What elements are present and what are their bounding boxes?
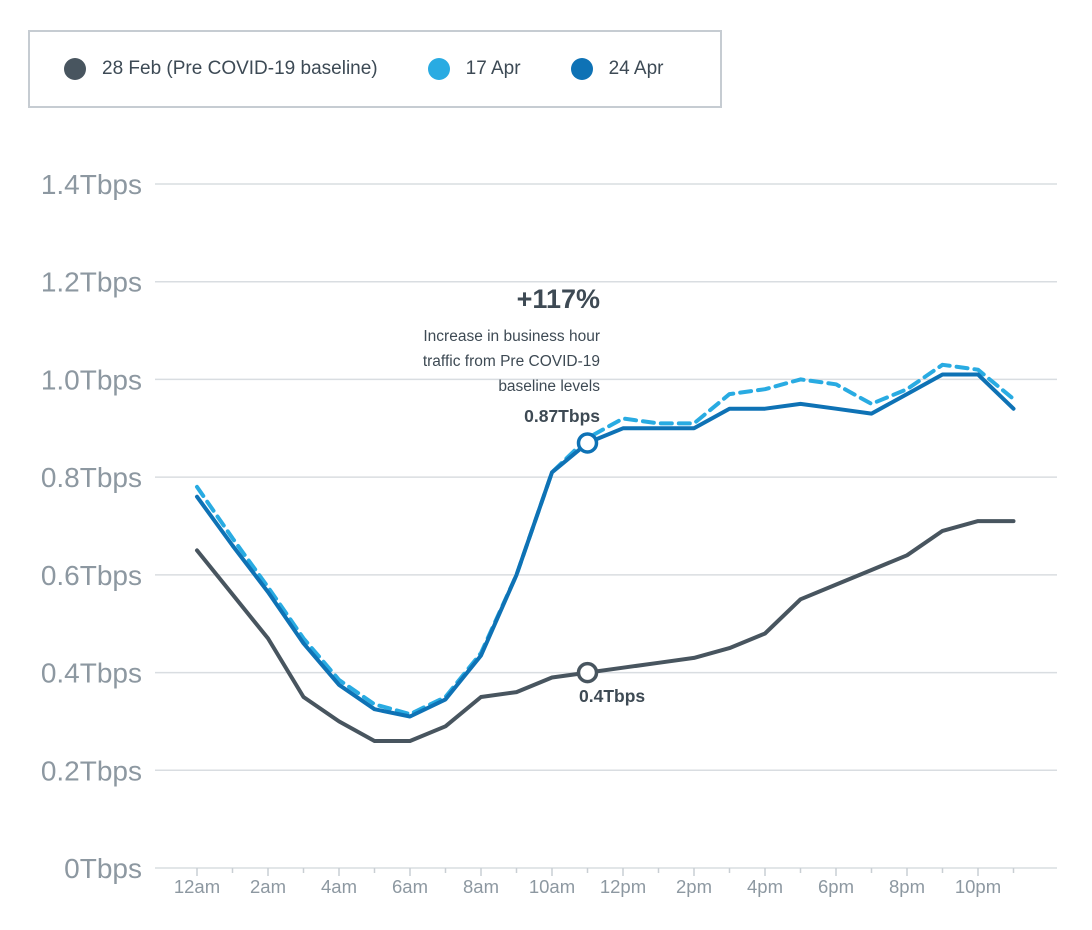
legend-swatch bbox=[427, 58, 450, 80]
legend-item-baseline: 28 Feb (Pre COVID-19 baseline) bbox=[64, 58, 378, 80]
x-axis-label: 10pm bbox=[955, 876, 1001, 897]
x-axis-label: 4pm bbox=[747, 876, 783, 897]
baseline-marker-label: 0.4Tbps bbox=[579, 686, 646, 706]
legend-label-24apr: 24 Apr bbox=[608, 58, 664, 79]
y-axis-label: 0.2Tbps bbox=[41, 755, 142, 786]
x-axis-label: 6am bbox=[392, 876, 428, 897]
x-axis-label: 6pm bbox=[818, 876, 854, 897]
annotation-callout: +117% Increase in business hour traffic … bbox=[270, 284, 600, 427]
x-axis-label: 12pm bbox=[600, 876, 646, 897]
legend-swatch bbox=[64, 58, 86, 80]
legend-label-17apr: 17 Apr bbox=[465, 58, 521, 79]
y-axis-label: 1.4Tbps bbox=[41, 169, 142, 200]
y-axis-label: 0.8Tbps bbox=[41, 462, 142, 493]
data-point-marker bbox=[576, 432, 599, 454]
legend-swatch bbox=[570, 58, 593, 80]
y-axis-label: 1.0Tbps bbox=[41, 364, 142, 395]
annotation-line: Increase in business hour bbox=[423, 328, 600, 345]
y-axis-label: 0.4Tbps bbox=[41, 658, 142, 689]
series-line-17-apr bbox=[195, 362, 1016, 717]
x-axis-label: 12am bbox=[174, 876, 220, 897]
annotation-line: baseline levels bbox=[498, 378, 600, 395]
x-axis-label: 10am bbox=[529, 876, 575, 897]
legend-label-baseline: 28 Feb (Pre COVID-19 baseline) bbox=[102, 58, 378, 79]
annotation-title: +117% bbox=[516, 284, 600, 314]
y-axis-label: 0Tbps bbox=[64, 853, 142, 884]
x-axis-label: 2am bbox=[250, 876, 286, 897]
annotation-value-label: 0.87Tbps bbox=[524, 406, 600, 426]
series-line-24-apr bbox=[195, 372, 1016, 719]
data-point-marker bbox=[576, 661, 599, 684]
y-axis-label: 1.2Tbps bbox=[41, 267, 142, 298]
legend-item-24apr: 24 Apr bbox=[570, 58, 664, 80]
x-axis-label: 2pm bbox=[676, 876, 712, 897]
legend-item-17apr: 17 Apr bbox=[427, 58, 521, 80]
series-line-28-feb-pre-covid-19-baseline- bbox=[195, 519, 1016, 743]
annotation-line: traffic from Pre COVID-19 bbox=[422, 353, 600, 370]
x-axis-label: 4am bbox=[321, 876, 357, 897]
y-axis-label: 0.6Tbps bbox=[41, 560, 142, 591]
x-axis-label: 8pm bbox=[889, 876, 925, 897]
chart-legend: 28 Feb (Pre COVID-19 baseline) 17 Apr 24… bbox=[28, 30, 722, 108]
x-axis-label: 8am bbox=[463, 876, 499, 897]
